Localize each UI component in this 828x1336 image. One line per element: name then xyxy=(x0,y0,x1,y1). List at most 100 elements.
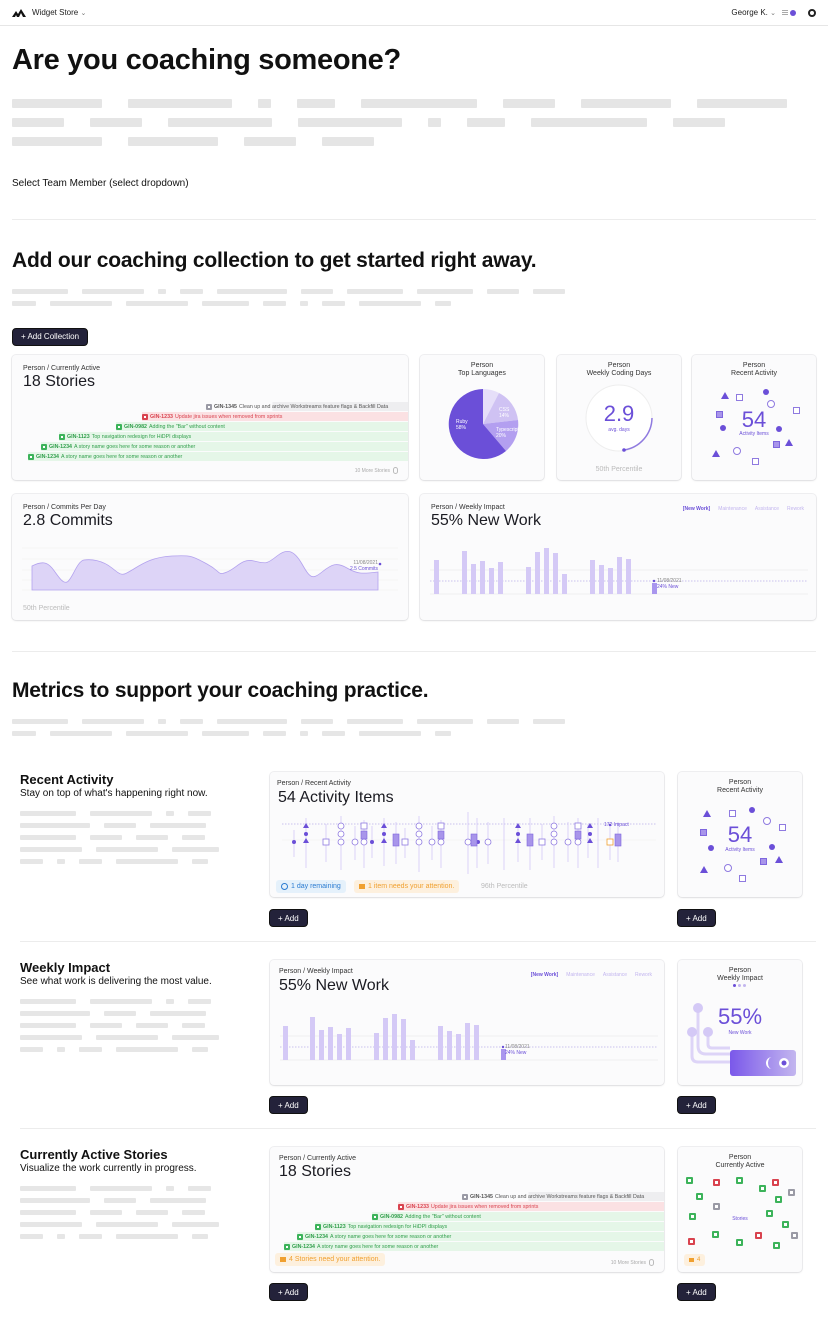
recent-activity-mini-card[interactable]: Person Recent Activity 54 Activity Items xyxy=(678,772,802,897)
impact-value: 55% xyxy=(717,1004,763,1029)
coding-days-card[interactable]: Person Weekly Coding Days 2.9 avg. days 5… xyxy=(557,355,681,480)
notifications-icon[interactable] xyxy=(782,9,796,16)
currently-active-mini-card[interactable]: Person Currently Active Stories 4 xyxy=(678,1147,802,1272)
weekly-impact-bar-chart xyxy=(280,1014,658,1061)
dot-icon xyxy=(720,425,726,431)
top-languages-card[interactable]: Person Top Languages Ruby 58% Typescript … xyxy=(420,355,544,480)
percentile: 96th Percentile xyxy=(481,883,528,890)
divider xyxy=(20,941,816,942)
story-item[interactable]: GIN-1234 A story name goes here for some … xyxy=(297,1232,664,1241)
more-stories[interactable]: 10 More Stories xyxy=(355,467,398,474)
activity-timeline-chart xyxy=(282,812,656,874)
dot-icon xyxy=(749,807,755,813)
svg-text:20%: 20% xyxy=(496,433,507,439)
story-icon xyxy=(41,443,47,450)
tab-maintenance[interactable]: Maintenance xyxy=(718,506,747,512)
story-item[interactable]: GIN-1233 Update jira issues when removed … xyxy=(142,412,408,421)
add-collection-button[interactable]: + Add Collection xyxy=(12,327,89,346)
coding-days-gauge xyxy=(585,384,653,452)
square-icon xyxy=(729,810,736,817)
svg-text:CSS: CSS xyxy=(499,407,510,413)
tab-assistance[interactable]: Assistance xyxy=(754,506,780,512)
carousel-dots[interactable] xyxy=(733,984,746,987)
stories-label: Stories xyxy=(732,1216,748,1222)
placeholder-text xyxy=(12,719,816,743)
gear-icon[interactable] xyxy=(808,8,816,17)
add-recent-activity-button[interactable]: + Add xyxy=(269,909,308,927)
mountain-logo-icon[interactable] xyxy=(12,8,26,18)
weekly-impact-bar-chart xyxy=(430,548,808,595)
workspace-name: Widget Store xyxy=(32,8,79,17)
card-crumb: Person / Weekly Impact xyxy=(431,504,505,511)
chevron-down-icon: ⌄ xyxy=(770,10,776,17)
divider xyxy=(20,1128,816,1129)
svg-text:Typescript: Typescript xyxy=(496,427,519,433)
top-bar: Widget Store ⌄ George K. ⌄ xyxy=(0,0,828,26)
svg-text:58%: 58% xyxy=(456,425,467,431)
weekly-impact-card[interactable]: Person / Weekly Impact 55% New Work [New… xyxy=(420,494,816,620)
card-title: Person Top Languages xyxy=(458,362,506,377)
metrics-title: Metrics to support your coaching practic… xyxy=(12,679,429,702)
circle-icon xyxy=(724,864,732,872)
tab-new-work[interactable]: [New Work] xyxy=(682,506,711,512)
card-title: Person Recent Activity xyxy=(717,779,763,794)
story-item[interactable]: GIN-1123 Top navigation redesign for HiDP… xyxy=(315,1222,664,1231)
story-item[interactable]: GIN-1233 Update jira issues when removed … xyxy=(398,1202,664,1211)
tab-rework[interactable]: Rework xyxy=(787,506,804,512)
story-icon xyxy=(28,453,34,460)
svg-text:14%: 14% xyxy=(499,413,510,419)
weekly-impact-mini-card[interactable]: Person Weekly Impact 55% New Work xyxy=(678,960,802,1085)
card-headline: 55% New Work xyxy=(431,512,541,529)
weekly-impact-card[interactable]: Person / Weekly Impact 55% New Work [New… xyxy=(270,960,664,1085)
story-item[interactable]: GIN-1345 Clean up and archive Workstreams… xyxy=(206,402,408,411)
attention-badge[interactable]: 1 item needs your attention. xyxy=(354,880,460,893)
add-currently-active-mini-button[interactable]: + Add xyxy=(677,1283,716,1301)
story-item[interactable]: GIN-1123 Top navigation redesign for HiDP… xyxy=(59,432,408,441)
recent-activity-card[interactable]: Person / Recent Activity 54 Activity Ite… xyxy=(270,772,664,897)
triangle-icon xyxy=(703,810,711,817)
attention-count-badge[interactable]: 4 xyxy=(684,1254,706,1266)
row-subheading: Stay on top of what's happening right no… xyxy=(20,788,208,799)
recent-activity-description: Recent Activity Stay on top of what's ha… xyxy=(20,772,250,871)
add-weekly-impact-mini-button[interactable]: + Add xyxy=(677,1096,716,1114)
user-menu[interactable]: George K. ⌄ xyxy=(731,8,776,17)
story-item[interactable]: GIN-1345 Clean up and archive Workstreams… xyxy=(462,1192,664,1201)
row-heading: Weekly Impact xyxy=(20,960,111,975)
recent-activity-mini-card[interactable]: Person Recent Activity 54 Activity Items xyxy=(692,355,816,480)
card-crumb: Person / Commits Per Day xyxy=(23,504,106,511)
team-member-select[interactable]: Select Team Member (select dropdown) xyxy=(12,178,189,189)
commits-card[interactable]: Person / Commits Per Day 2.8 Commits 11/… xyxy=(12,494,408,620)
tab-maintenance[interactable]: Maintenance xyxy=(566,972,595,978)
tab-rework[interactable]: Rework xyxy=(635,972,652,978)
flag-icon xyxy=(359,884,365,889)
card-headline: 54 Activity Items xyxy=(278,789,394,806)
filled-square-icon xyxy=(773,441,780,448)
coding-days-unit: avg. days xyxy=(608,427,630,433)
currently-active-card[interactable]: Person / Currently Active 18 Stories GIN… xyxy=(12,355,408,480)
add-recent-activity-mini-button[interactable]: + Add xyxy=(677,909,716,927)
story-icon xyxy=(142,413,148,420)
filled-square-icon xyxy=(700,829,707,836)
tab-new-work[interactable]: [New Work] xyxy=(530,972,559,978)
story-item[interactable]: GIN-0982 Adding the "Bar" without content xyxy=(372,1212,664,1221)
user-name: George K. xyxy=(731,8,768,17)
square-icon xyxy=(793,407,800,414)
story-item[interactable]: GIN-1234 A story name goes here for some … xyxy=(28,452,408,461)
add-weekly-impact-button[interactable]: + Add xyxy=(269,1096,308,1114)
workspace-switcher[interactable]: Widget Store ⌄ xyxy=(32,8,86,17)
svg-text:Ruby: Ruby xyxy=(456,419,468,425)
triangle-icon xyxy=(785,439,793,446)
impact-unit: New Work xyxy=(728,1030,752,1036)
placeholder-text xyxy=(12,289,816,313)
story-item[interactable]: GIN-1234 A story name goes here for some … xyxy=(41,442,408,451)
add-currently-active-button[interactable]: + Add xyxy=(269,1283,308,1301)
currently-active-card[interactable]: Person / Currently Active 18 Stories GIN… xyxy=(270,1147,664,1272)
story-item[interactable]: GIN-1234 A story name goes here for some … xyxy=(284,1242,664,1251)
percentile: 50th Percentile xyxy=(595,466,643,473)
story-item[interactable]: GIN-0982 Adding the "Bar" without content xyxy=(116,422,408,431)
attention-badge[interactable]: 4 Stories need your attention. xyxy=(275,1253,386,1266)
tab-assistance[interactable]: Assistance xyxy=(602,972,628,978)
more-stories[interactable]: 10 More Stories xyxy=(611,1259,654,1266)
impact-tabs: [New Work] Maintenance Assistance Rework xyxy=(531,972,652,978)
currently-active-description: Currently Active Stories Visualize the w… xyxy=(20,1147,250,1246)
